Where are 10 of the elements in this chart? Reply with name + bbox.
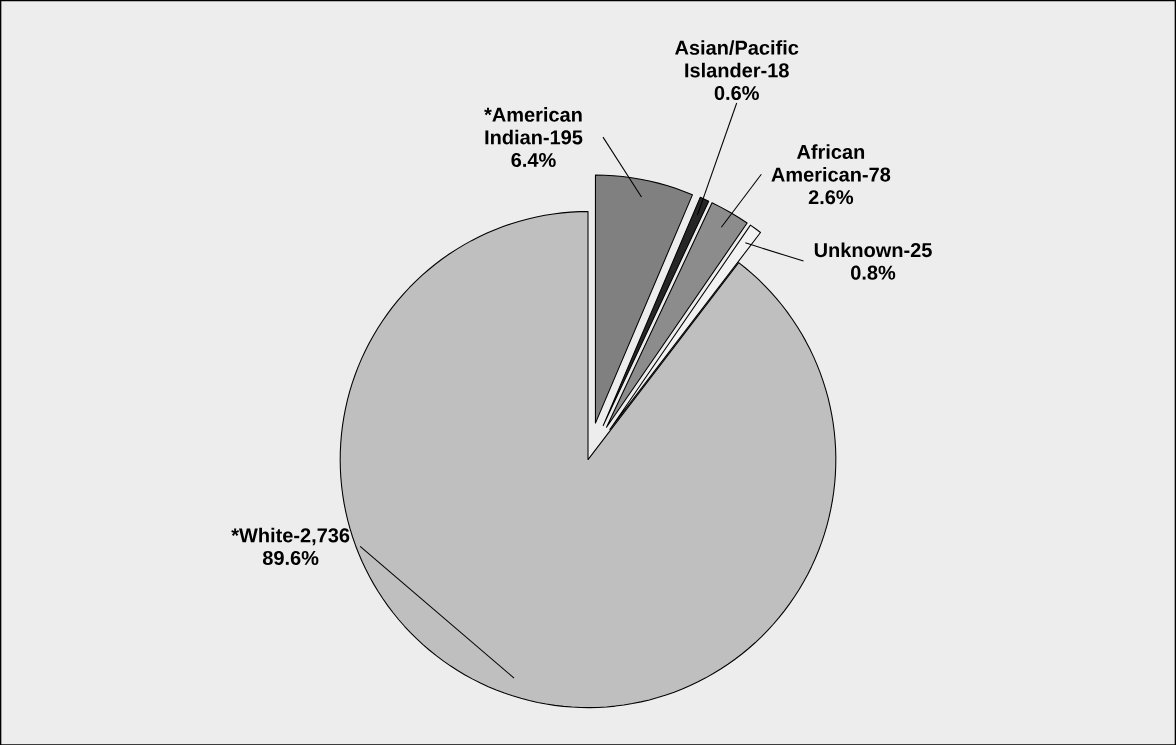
slice-label: *White-2,736 <box>231 527 350 546</box>
data-label: 0.8% <box>851 265 896 280</box>
data-label: 6.4% <box>511 152 556 167</box>
data-label: 2.6% <box>808 189 854 205</box>
slice-label: Asian/Pacific Islander-18 <box>675 39 799 78</box>
data-label: 0.6% <box>714 85 759 100</box>
slice-label: *American Indian-195 <box>484 106 583 145</box>
data-label: 89.6% <box>262 550 319 565</box>
slice-label: Unknown-25 <box>814 242 932 257</box>
slice-label: African American-78 <box>771 144 891 182</box>
